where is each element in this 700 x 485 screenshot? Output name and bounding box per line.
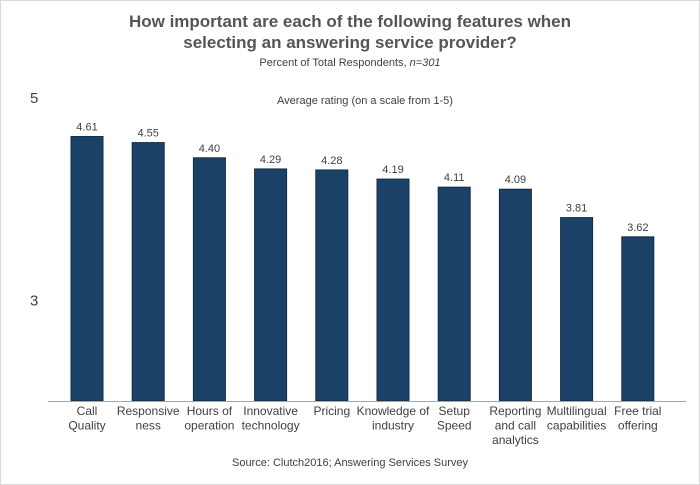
x-tick-label: Multilingual: [547, 404, 607, 418]
chart-annotation: Average rating (on a scale from 1-5): [277, 95, 453, 107]
data-label: 4.40: [199, 143, 220, 155]
x-tick-label: Responsive: [117, 404, 180, 418]
bar: [437, 186, 471, 402]
x-tick-label: Knowledge of: [357, 404, 430, 418]
subtitle-sample-size: n=301: [409, 57, 441, 69]
data-label: 4.09: [505, 174, 526, 186]
chart-source: Source: Clutch2016; Answering Services S…: [231, 457, 468, 469]
chart-subtitle: Percent of Total Respondents, n=301: [0, 57, 700, 69]
y-tick-label: 3: [30, 293, 38, 310]
chart-title-line-2: selecting an answering service provider?: [183, 33, 517, 52]
x-tick-label: Call: [77, 404, 98, 418]
x-tick-label: industry: [372, 419, 414, 433]
data-label: 4.29: [260, 154, 281, 166]
chart-title-line-1: How important are each of the following …: [128, 12, 572, 31]
x-tick-label: Setup: [439, 404, 471, 418]
data-label: 4.19: [382, 164, 403, 176]
x-tick-label: Pricing: [313, 404, 350, 418]
bar: [131, 142, 165, 402]
x-tick-label: Reporting: [489, 404, 541, 418]
data-label: 4.28: [321, 155, 342, 167]
data-label: 3.62: [627, 222, 648, 234]
bar: [621, 236, 655, 402]
x-tick-label: operation: [184, 419, 234, 433]
x-tick-label: offering: [618, 419, 658, 433]
bar: [254, 168, 288, 402]
bar: [376, 178, 410, 402]
bar: [192, 157, 226, 402]
subtitle-text: Percent of Total Respondents,: [259, 57, 410, 69]
bar: [315, 169, 349, 402]
x-tick-label: and call: [495, 419, 536, 433]
x-tick-label: capabilities: [547, 419, 606, 433]
x-tick-label: Quality: [68, 419, 105, 433]
x-tick-label: Hours of: [187, 404, 233, 418]
x-tick-label: technology: [242, 419, 300, 433]
data-label: 4.61: [76, 122, 97, 134]
y-tick-label: 5: [30, 90, 38, 107]
data-label: 4.55: [137, 128, 158, 140]
x-tick-label: Speed: [437, 419, 472, 433]
bar: [560, 217, 594, 402]
chart-title: How important are each of the following …: [0, 11, 700, 53]
data-label: 3.81: [566, 203, 587, 215]
x-tick-label: Free trial: [614, 404, 661, 418]
bar: [498, 188, 532, 402]
x-tick-label: Innovative: [243, 404, 298, 418]
x-tick-label: analytics: [492, 433, 539, 447]
x-tick-label: ness: [136, 419, 161, 433]
bar: [70, 136, 104, 402]
data-label: 4.11: [444, 172, 465, 184]
